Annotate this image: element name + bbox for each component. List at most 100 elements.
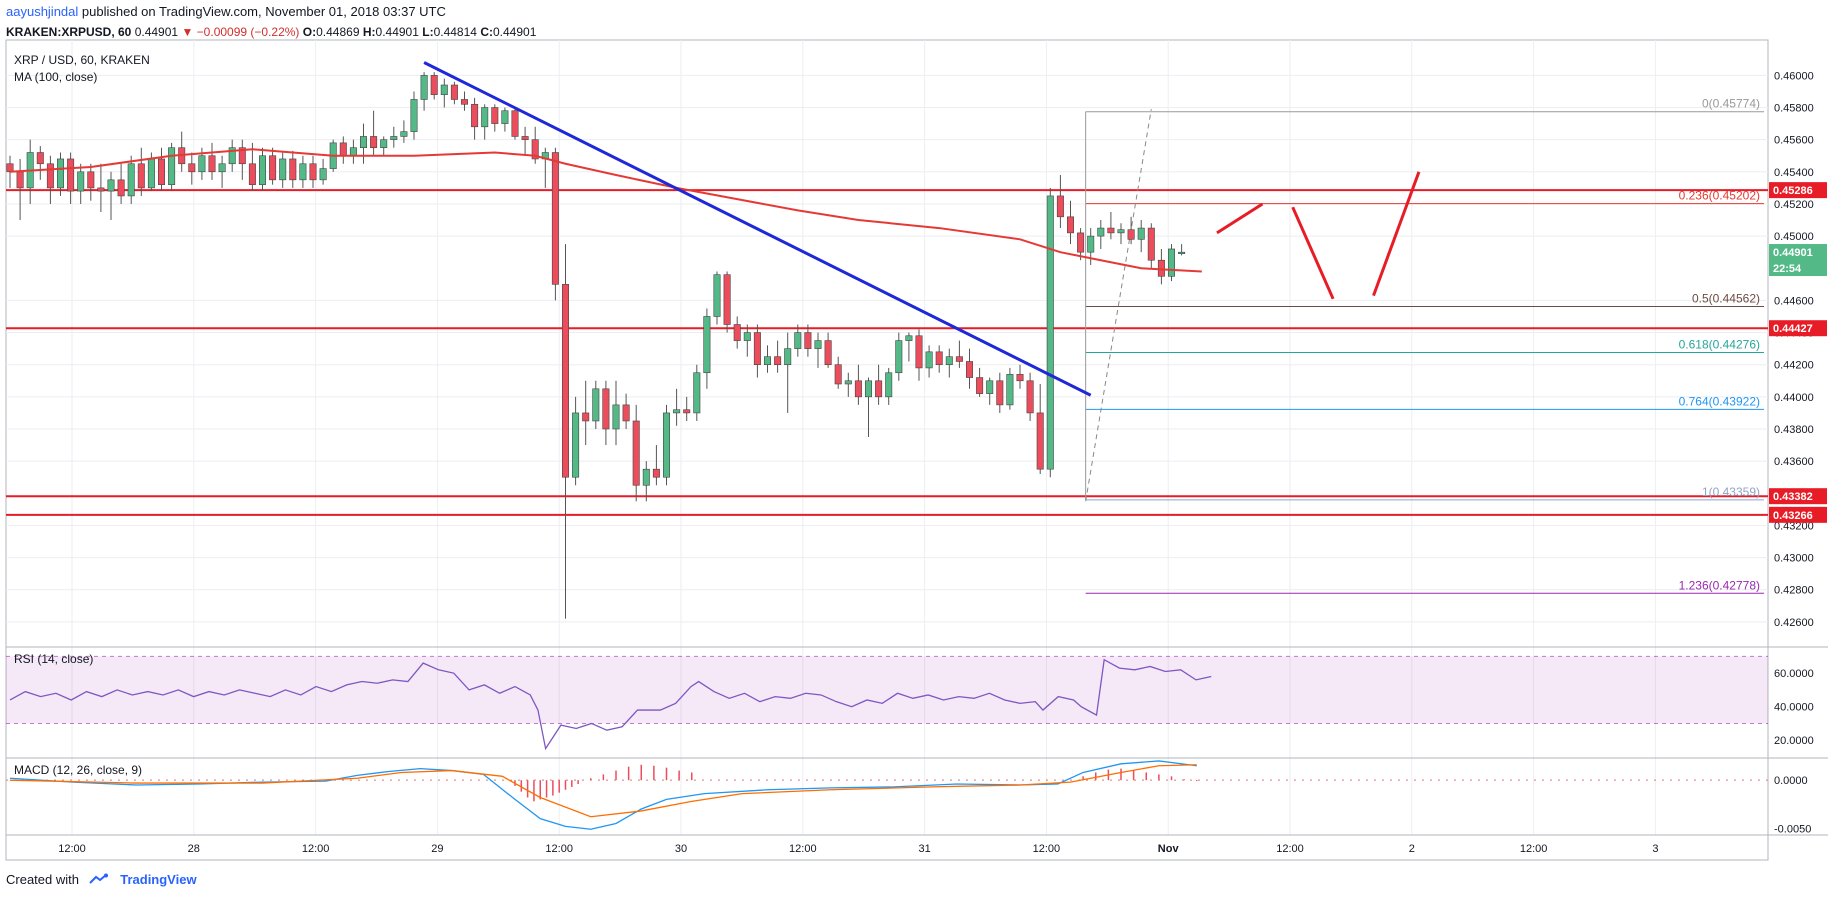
close-label: C: [480,25,493,39]
open-value: 0.44869 [316,25,360,39]
bear-candle [370,136,378,148]
publish-info: published on TradingView.com, November 0… [81,4,446,19]
level-price-label: 0.44427 [1773,323,1813,335]
x-tick-label: 12:00 [1276,843,1304,855]
bull-candle [662,412,670,478]
bull-candle [1006,374,1014,406]
bear-candle [965,361,973,378]
level-price-tag [1769,506,1827,523]
y-tick-label: 0.43000 [1774,553,1814,565]
bull-candle [743,332,751,341]
tradingview-brand-link[interactable]: TradingView [120,872,197,887]
bull-candle [895,340,903,374]
bull-candle [592,388,600,422]
y-tick-label: 0.44600 [1774,295,1814,307]
bull-candle [693,372,701,414]
bull-candle [945,356,953,366]
bear-candle [491,107,499,124]
y-tick-label: 0.45600 [1774,135,1814,147]
y-tick-label: 0.45400 [1774,167,1814,179]
bear-candle [723,274,731,325]
bull-candle [349,147,357,157]
bear-candle [854,380,862,398]
x-tick-label: 12:00 [545,843,573,855]
bull-candle [319,168,327,181]
current-price-tag [1769,244,1827,277]
projection-path-line [1291,206,1335,300]
bear-candle [582,412,590,422]
bull-candle [1087,235,1095,253]
y-tick-label: 0.43200 [1774,520,1814,532]
bear-candle [622,404,630,422]
macd-signal-line [9,764,1197,818]
fib-level-label: 0.5(0.44562) [1692,292,1760,306]
bear-candle [733,324,741,341]
bull-candle [925,351,933,369]
bear-candle [531,139,539,160]
bear-candle [511,110,519,137]
fib-level-label: 0.618(0.44276) [1679,337,1760,351]
down-arrow-icon: ▼ [181,25,194,39]
fib-diagonal-dashed-line [1085,109,1152,502]
x-tick-label: 30 [675,843,687,855]
bull-candle [77,171,85,192]
bull-candle [1117,229,1125,234]
bear-candle [450,84,458,100]
bear-candle [430,75,438,95]
bull-candle [440,84,448,95]
bull-candle [642,468,650,486]
bear-candle [208,155,216,173]
open-label: O: [302,25,317,39]
macd-y-tick-label: -0.0050 [1774,823,1811,835]
bear-candle [460,99,468,105]
fib-level-label: 0.236(0.45202) [1679,189,1760,203]
ma-100-line [9,148,1202,273]
rsi-y-tick-label: 60.0000 [1774,668,1814,680]
bear-candle [834,364,842,385]
y-tick-label: 0.45000 [1774,231,1814,243]
macd-y-tick-label: 0.0000 [1774,775,1808,787]
symbol-label: KRAKEN:XRPUSD, 60 [6,25,132,39]
bear-candle [1127,229,1135,240]
bull-candle [127,163,135,197]
bull-candle [168,147,176,185]
y-tick-label: 0.44200 [1774,360,1814,372]
bear-candle [269,155,277,181]
bull-candle [390,136,398,140]
bull-candle [258,155,266,185]
projection-path-line [1216,202,1264,235]
bear-candle [996,380,1004,406]
bear-candle [804,332,812,349]
bear-candle [36,152,44,165]
x-tick-label: 12:00 [302,843,330,855]
x-tick-label: 12:00 [1033,843,1061,855]
candle-countdown-label: 22:54 [1773,263,1802,275]
level-price-label: 0.45286 [1773,185,1813,197]
bull-candle [299,163,307,181]
y-tick-label: 0.46000 [1774,70,1814,82]
bear-candle [1077,232,1085,253]
bull-candle [107,179,115,192]
bull-candle [1046,195,1054,470]
rsi-y-tick-label: 40.0000 [1774,702,1814,714]
bull-candle [763,356,771,366]
author-link[interactable]: aayushjindal [6,4,79,19]
low-label: L: [422,25,434,39]
bear-candle [87,171,95,189]
bull-candle [1137,227,1145,240]
bear-candle [976,377,984,394]
bear-candle [774,356,782,366]
x-tick-label: 2 [1409,843,1415,855]
bull-candle [673,409,681,414]
bear-candle [824,340,832,366]
level-price-label: 0.43382 [1773,491,1813,503]
fib-level-label: 0.764(0.43922) [1679,394,1760,408]
bull-candle [864,380,872,398]
bull-candle [481,107,489,128]
bear-candle [875,380,883,398]
chart-header: aayushjindal published on TradingView.co… [6,2,536,42]
x-tick-label: 31 [918,843,930,855]
bear-candle [955,356,963,362]
bear-candle [1036,412,1044,470]
bear-candle [652,468,660,478]
